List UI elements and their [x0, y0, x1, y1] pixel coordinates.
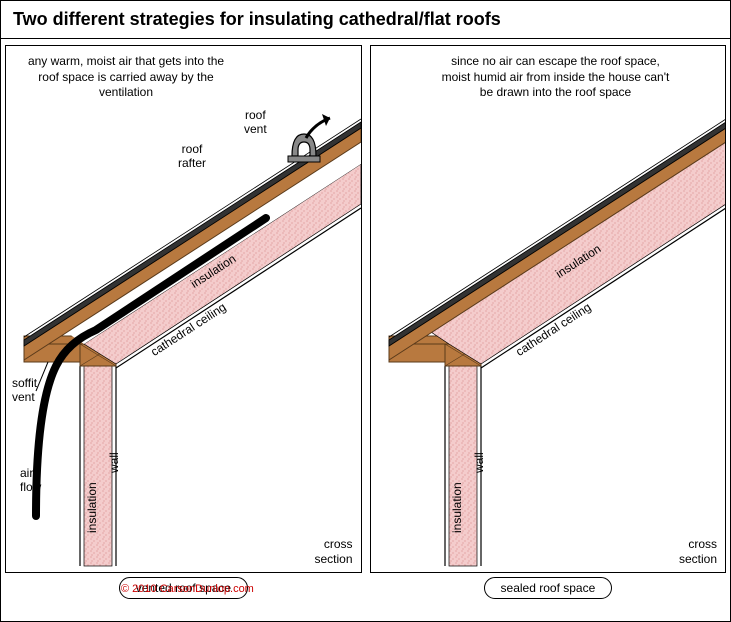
label-cross-section-right: crosssection: [679, 537, 717, 566]
panel-vented: any warm, moist air that gets into the r…: [5, 45, 362, 573]
copyright-text: © 2010 CarsonDunlop.com: [121, 583, 254, 595]
caption-sealed: sealed roof space: [484, 577, 613, 599]
sealed-diagram-svg: [371, 46, 726, 573]
label-cross-section-left: crosssection: [314, 537, 352, 566]
label-roof-vent: roofvent: [244, 108, 267, 137]
label-insulation-wall-left: insulation: [85, 482, 99, 533]
panel-sealed: since no air can escape the roof space, …: [370, 45, 727, 573]
label-soffit-vent: soffitvent: [12, 376, 37, 405]
sealed-description: since no air can escape the roof space, …: [441, 54, 671, 101]
label-insulation-wall-right: insulation: [450, 482, 464, 533]
label-roof-rafter: roofrafter: [178, 142, 206, 171]
caption-row: vented roof space sealed roof space: [1, 577, 730, 599]
vented-diagram-svg: [6, 46, 361, 573]
label-air-flow: airflow: [20, 466, 41, 495]
label-wall-left: wall: [107, 452, 121, 473]
page-title: Two different strategies for insulating …: [1, 1, 730, 39]
panels-container: any warm, moist air that gets into the r…: [1, 39, 730, 579]
vented-description: any warm, moist air that gets into the r…: [26, 54, 226, 101]
label-wall-right: wall: [472, 452, 486, 473]
